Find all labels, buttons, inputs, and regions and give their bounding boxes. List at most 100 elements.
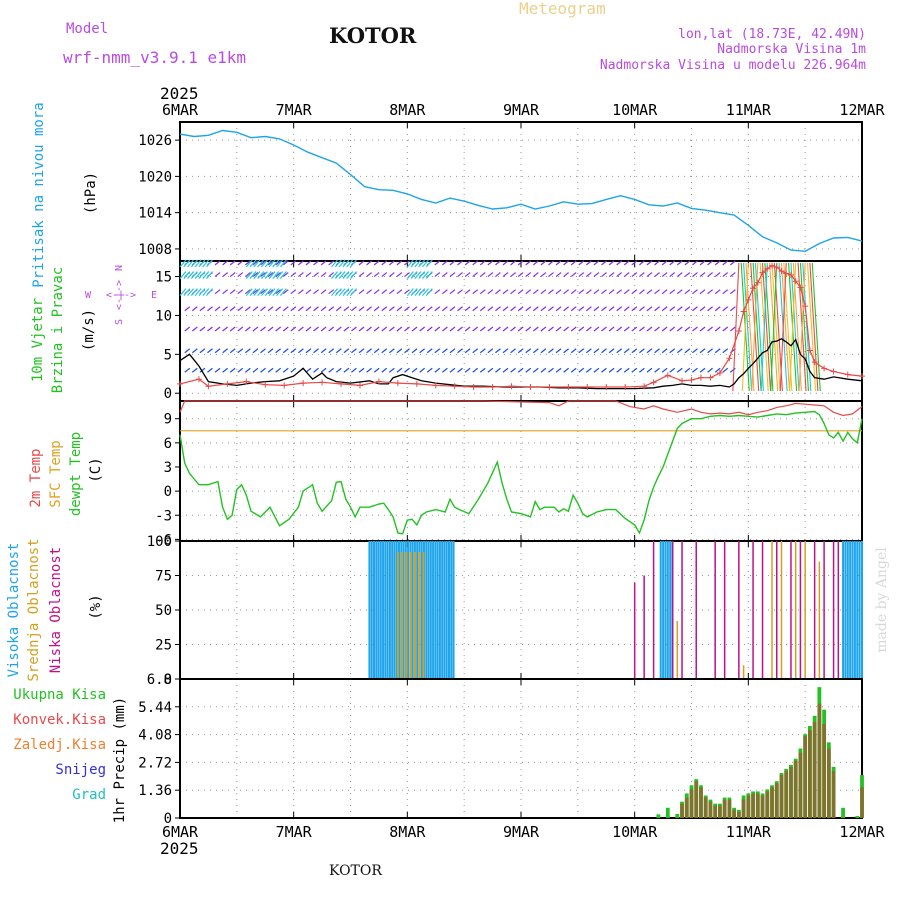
wind-arrow-mark: [257, 288, 265, 297]
wind-arrow-mark: [548, 272, 554, 278]
wind-arrow-mark: [502, 260, 509, 266]
wind-arrow-mark: [741, 262, 749, 392]
wind-arrow-mark: [699, 326, 706, 332]
wind-arrow-mark: [661, 289, 668, 295]
wind-arrow-mark: [578, 289, 585, 295]
conv-precip-bar: [718, 805, 722, 818]
wind-arrow-mark: [320, 289, 327, 295]
wind-arrow-mark: [351, 348, 357, 354]
wind-arrow-mark: [729, 289, 736, 295]
wind-arrow-mark: [616, 306, 623, 312]
conv-precip-bar: [689, 789, 694, 818]
wind-arrow-mark: [570, 367, 577, 373]
wind-arrow-mark: [646, 326, 653, 332]
wind-arrow-mark: [414, 288, 422, 297]
x-tick-label-bottom: 9MAR: [503, 823, 540, 841]
wind-arrow-mark: [540, 260, 547, 266]
wind-arrow-mark: [422, 271, 429, 279]
wind-arrow-mark: [426, 367, 433, 373]
wind-arrow-mark: [305, 306, 312, 312]
wind-arrow-mark: [419, 348, 426, 354]
wind-arrow-mark: [290, 367, 297, 373]
wind-arrow-mark: [187, 288, 195, 297]
wind-arrow-mark: [525, 348, 532, 354]
wind-arrow-mark: [410, 288, 418, 297]
wind-arrow-mark: [199, 306, 206, 312]
panel-wind: 15 10 5 0: [155, 259, 865, 402]
wind-arrow-mark: [502, 306, 509, 312]
wind-arrow-mark: [366, 326, 372, 332]
compass-vert-arrows: <-|->: [114, 280, 125, 310]
wind-arrow-mark: [540, 326, 547, 332]
wind-arrow-mark: [190, 259, 198, 268]
wind-arrow-mark: [442, 367, 448, 373]
x-tick-label-bottom: 10MAR: [612, 823, 658, 841]
wind-arrow-mark: [714, 272, 721, 278]
wind-arrow-mark: [532, 367, 539, 373]
wind-arrow-mark: [449, 272, 456, 278]
y-tick-label: 0: [164, 386, 172, 402]
y-tick-label: 1.36: [138, 783, 172, 799]
wind-gust-marker: [806, 347, 813, 354]
wind-arrow-mark: [502, 367, 509, 373]
wind-arrow-mark: [331, 271, 339, 279]
wind-arrow-mark: [381, 289, 388, 295]
y-tick-label: 3: [164, 460, 172, 476]
wind-gust-marker: [413, 380, 420, 387]
wind-arrow-mark: [179, 271, 187, 279]
wind-arrow-mark: [684, 289, 691, 295]
wind-arrow-mark: [190, 271, 198, 279]
wind-arrow-mark: [570, 348, 577, 354]
wind-arrow-mark: [276, 288, 284, 297]
wind-arrow-mark: [593, 326, 600, 332]
wind-arrow-mark: [510, 289, 516, 295]
wind-arrow-mark: [328, 326, 335, 332]
wind-arrow-mark: [449, 367, 456, 373]
conv-precip-bar: [812, 721, 817, 818]
wind-arrow-mark: [418, 288, 426, 297]
wind-gust-marker: [759, 269, 766, 276]
wind-arrow-mark: [442, 272, 448, 278]
wind-arrow-mark: [342, 271, 350, 279]
wind-arrow-mark: [479, 272, 486, 278]
wind-arrow-mark: [191, 326, 198, 332]
wind-arrow-mark: [275, 272, 282, 278]
wind-arrow-mark: [342, 288, 350, 297]
conv-precip-bar: [793, 760, 798, 818]
wind-arrow-mark: [631, 289, 638, 295]
wind-arrow-mark: [502, 289, 509, 295]
total-precip-bar: [841, 807, 845, 818]
wind-gust-marker: [707, 374, 714, 381]
wind-gust-marker: [769, 262, 776, 269]
wind-arrow-mark: [411, 348, 418, 354]
wind-arrow-mark: [661, 367, 668, 373]
wind-arrow-mark: [290, 289, 297, 295]
y-tick-label: 1008: [138, 242, 172, 258]
wind-gust-marker: [754, 279, 761, 286]
wind-arrow-mark: [479, 367, 486, 373]
wind-gust-marker: [792, 278, 799, 285]
wind-arrow-mark: [404, 326, 410, 332]
wind-arrow-mark: [276, 271, 284, 279]
wind-arrow-mark: [275, 306, 282, 312]
wind-arrow-mark: [282, 326, 289, 332]
x-tick-label-top: 12MAR: [839, 101, 885, 119]
legend-hail: Grad: [72, 787, 106, 803]
wind-arrow-mark: [244, 326, 251, 332]
wind-arrow-mark: [320, 326, 327, 332]
wind-arrow-mark: [267, 272, 274, 278]
wind-arrow-mark: [464, 272, 471, 278]
wind-arrow-mark: [532, 272, 539, 278]
wind-arrow-mark: [692, 260, 698, 266]
wind-arrow-mark: [414, 259, 422, 268]
wind-arrow-mark: [654, 326, 660, 332]
wind-arrow-mark: [722, 306, 729, 312]
wind-arrow-mark: [434, 260, 441, 266]
wind-arrow-mark: [517, 289, 524, 295]
wind-arrow-mark: [366, 289, 372, 295]
wind-arrow-mark: [184, 326, 191, 332]
wind-arrow-mark: [623, 260, 630, 266]
wind-arrow-mark: [608, 289, 615, 295]
wind-arrow-mark: [261, 288, 268, 297]
wind-arrow-mark: [206, 259, 213, 268]
